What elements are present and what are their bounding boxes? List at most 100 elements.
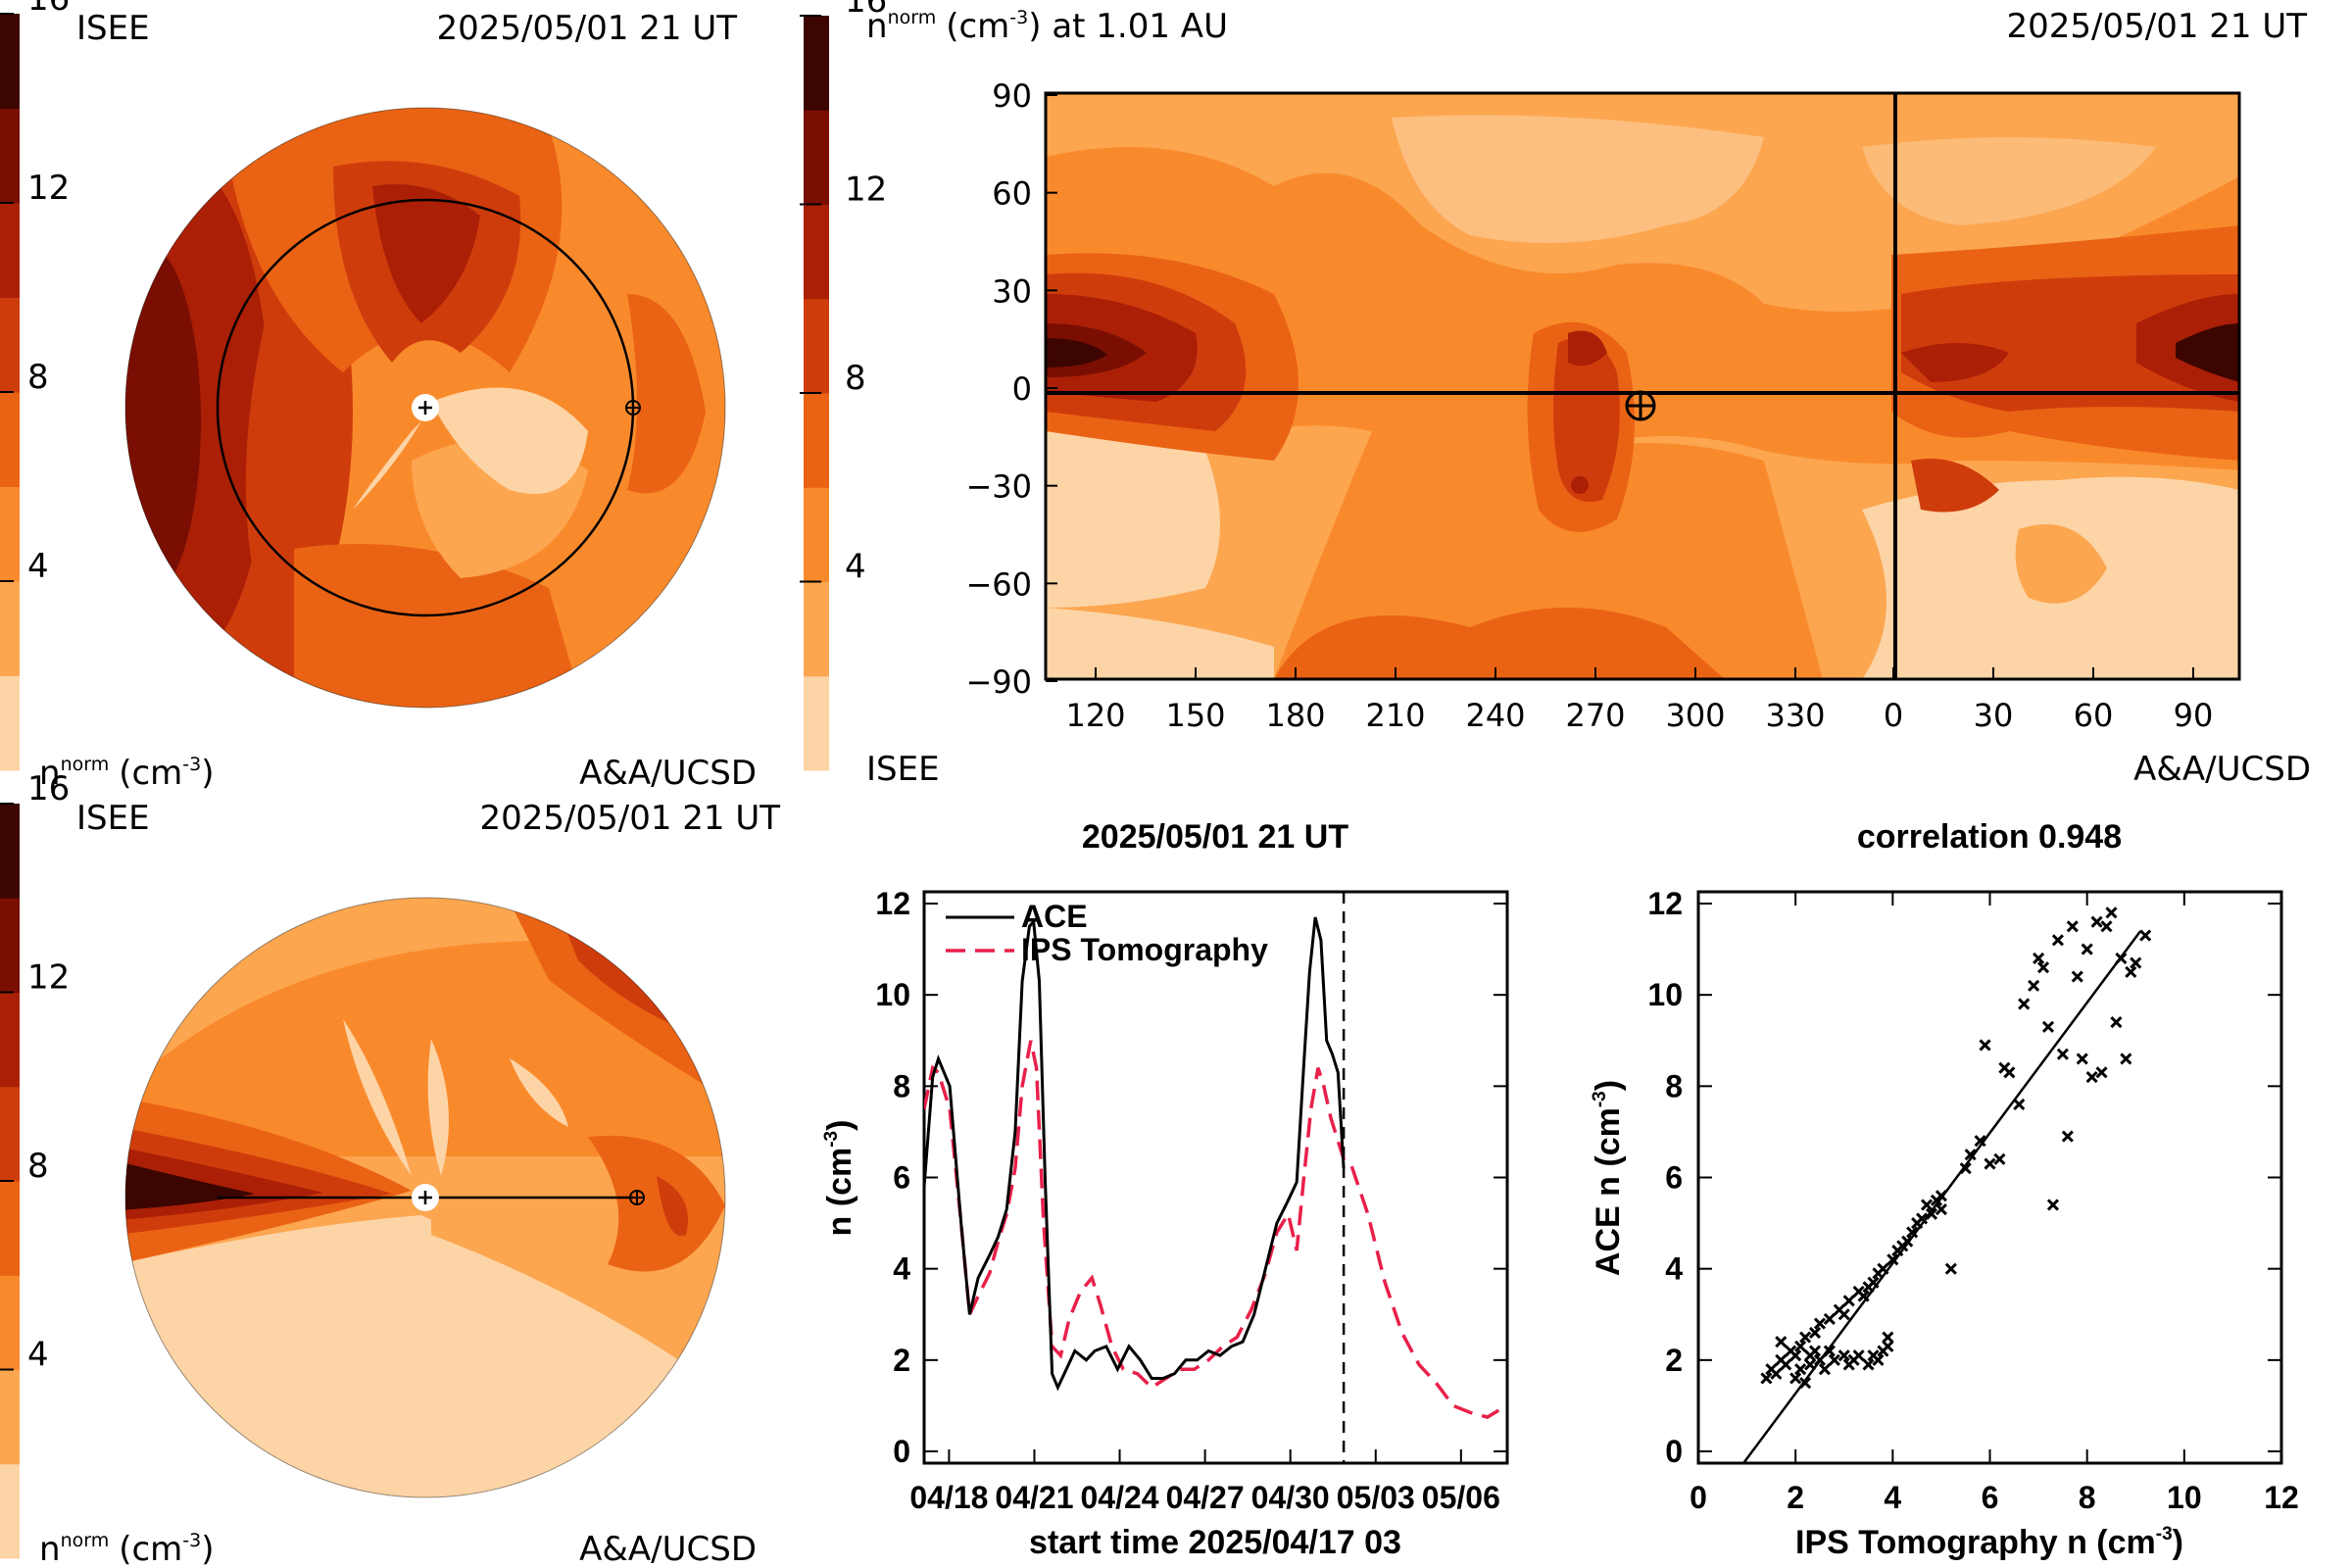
scatter-point: [1808, 1326, 1822, 1339]
ts-x-tick-label: 04/21: [995, 1480, 1073, 1515]
scatter-point: [2046, 1199, 2060, 1211]
polar-top-credit: A&A/UCSD: [579, 754, 757, 793]
scatter-point: [2028, 979, 2040, 992]
colorbar-tick-label: 4: [845, 548, 866, 587]
colorbar-band: [0, 675, 20, 771]
scatter-point: [2081, 943, 2093, 956]
ts-y-tick-label: 10: [875, 977, 910, 1012]
timeseries-legend: ACE IPS Tomography: [946, 899, 1268, 967]
scatter-point: [2041, 1020, 2055, 1033]
sc-x-tick-label: 0: [1690, 1480, 1707, 1515]
colorbar-tick-label: 16: [27, 769, 70, 808]
synoptic-lat-tick: 30: [992, 272, 1032, 310]
scatter-point: [1813, 1353, 1827, 1366]
scatter-point: [2076, 1053, 2088, 1065]
colorbar-band: [804, 675, 829, 771]
scatter-point: [1882, 1331, 1894, 1344]
scatter-point: [1993, 1152, 2006, 1165]
ts-y-tick-label: 6: [893, 1160, 910, 1196]
colorbar-band: [804, 298, 829, 394]
scatter-point: [1920, 1199, 1934, 1211]
sc-x-tick-label: 2: [1787, 1480, 1804, 1515]
scatter-point: [1916, 1212, 1929, 1225]
legend-label-ips: IPS Tomography: [1021, 932, 1268, 967]
ts-x-tick-label: 05/06: [1422, 1480, 1500, 1515]
scatter-point: [1760, 1372, 1773, 1385]
synoptic-lon-tick: 300: [1665, 697, 1725, 734]
scatter-panel: correlation 0.948 0 2 4 6 8 10 12 0 2 4 6 8 10 12 IPS…: [1590, 818, 2299, 1561]
polar-bottom-org: ISEE: [76, 799, 150, 838]
colorbar-tick-label: 4: [27, 547, 49, 586]
scatter-title: correlation 0.948: [1857, 818, 2122, 856]
colorbar-tick-label: 16: [27, 0, 70, 19]
colorbar-tick-label: 12: [27, 169, 70, 208]
colorbar-band: [804, 393, 829, 488]
sc-x-tick-label: 10: [2167, 1480, 2202, 1515]
ts-x-tick-label: 04/30: [1251, 1480, 1330, 1515]
scatter-point: [2033, 952, 2045, 964]
colorbar-band: [0, 898, 20, 993]
scatter-point: [2003, 1066, 2016, 1079]
polar-bottom-timestamp: 2025/05/01 21 UT: [480, 799, 781, 838]
scatter-point: [1906, 1226, 1919, 1239]
colorbar-top-left: 4 8 12 16: [0, 0, 70, 771]
synoptic-lat-tick: −60: [965, 565, 1032, 603]
colorbar-tick-label: 12: [845, 171, 887, 210]
colorbar-tick-label: 8: [845, 359, 866, 398]
scatter-point: [2120, 1053, 2132, 1065]
sc-x-tick-label: 4: [1884, 1480, 1901, 1515]
synoptic-lon-tick: 240: [1465, 697, 1525, 734]
sc-y-tick-label: 2: [1665, 1343, 1683, 1378]
colorbar-band: [0, 581, 20, 676]
synoptic-lat-tick: 90: [992, 77, 1032, 115]
scatter-point: [1852, 1349, 1865, 1362]
scatter-point: [1808, 1345, 1822, 1357]
ts-y-tick-label: 8: [893, 1068, 910, 1103]
ts-y-tick-label: 12: [875, 886, 910, 921]
scatter-point: [1872, 1353, 1885, 1366]
scatter-point: [2090, 915, 2103, 928]
scatter-points: [1760, 906, 2152, 1390]
scatter-axes: 0 2 4 6 8 10 12 0 2 4 6 8 10 12: [1647, 886, 2298, 1515]
legend-label-ace: ACE: [1021, 899, 1088, 934]
colorbar-band: [0, 392, 20, 487]
scatter-fit-line: [1741, 930, 2142, 1463]
polar-bottom-unit-label: nnorm (cm-3): [39, 1530, 215, 1568]
polar-top-density-field: [125, 108, 725, 708]
scatter-point: [1964, 1149, 1977, 1161]
scatter-point: [1862, 1358, 1875, 1371]
scatter-point: [2085, 1070, 2098, 1084]
scatter-point: [2013, 1098, 2026, 1111]
colorbar-band: [804, 204, 829, 300]
sc-y-tick-label: 10: [1647, 977, 1683, 1012]
scatter-point: [1901, 1235, 1914, 1248]
ts-x-tick-label: 04/27: [1166, 1480, 1245, 1515]
scatter-point: [2115, 952, 2128, 964]
scatter-point: [1979, 1039, 1991, 1052]
scatter-point: [1794, 1340, 1807, 1352]
scatter-point: [1882, 1340, 1894, 1352]
ts-x-tick-label: 04/18: [909, 1480, 988, 1515]
polar-bottom-credit: A&A/UCSD: [579, 1530, 757, 1568]
scatter-point: [1886, 1253, 1899, 1266]
ts-x-tick-label: 04/24: [1081, 1480, 1159, 1515]
polar-panel-top: 4 8 12 16 ISEE 2025/05/01 21 UT A&A/UCSD nn…: [0, 0, 757, 793]
scatter-point: [2139, 929, 2152, 942]
colorbar-tick-label: 12: [27, 958, 70, 998]
colorbar-band: [0, 108, 20, 204]
colorbar-band: [804, 16, 829, 111]
synoptic-lon-tick: 60: [2074, 697, 2114, 734]
sc-x-tick-label: 12: [2264, 1480, 2299, 1515]
scatter-ylabel: ACE n (cm-3): [1590, 1080, 1627, 1276]
sc-y-tick-label: 8: [1665, 1068, 1683, 1103]
ts-y-tick-label: 2: [893, 1343, 910, 1378]
scatter-point: [1799, 1377, 1812, 1390]
synoptic-lat-tick: 60: [992, 175, 1032, 213]
scatter-point: [2105, 906, 2118, 919]
synoptic-earth-marker: [1625, 390, 1656, 421]
colorbar-band: [0, 992, 20, 1088]
scatter-point: [2125, 965, 2137, 978]
colorbar-band: [0, 203, 20, 298]
synoptic-lon-tick: 180: [1265, 697, 1325, 734]
colorbar-tick-label: 8: [27, 358, 49, 397]
